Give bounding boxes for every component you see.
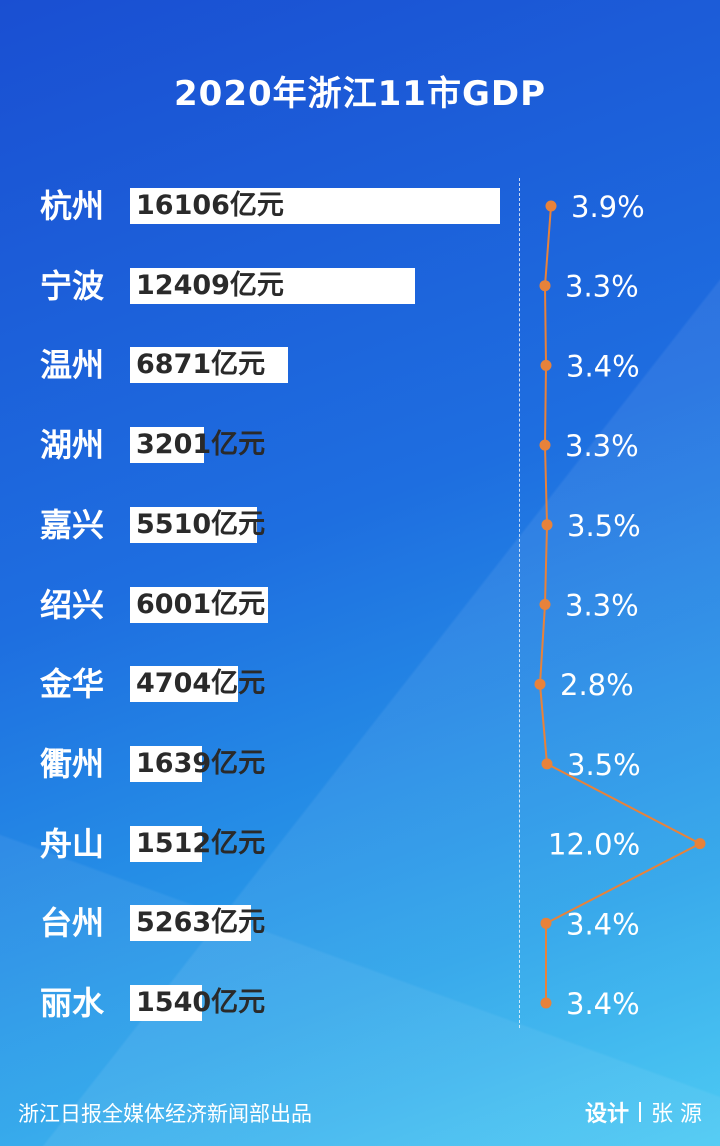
growth-point: [539, 439, 551, 451]
chart-title: 2020年浙江11市GDP: [174, 74, 546, 114]
design-label: 设计: [584, 1102, 629, 1127]
growth-value-label: 3.4%: [566, 907, 640, 941]
gdp-bar: [130, 188, 500, 224]
gdp-bar: [130, 825, 202, 862]
separator-bar: [639, 1102, 641, 1122]
city-label: 台州: [40, 904, 105, 943]
gdp-bar: [130, 586, 268, 623]
gdp-value-label: 16106亿元: [136, 190, 284, 221]
gdp-bar: [130, 905, 251, 942]
growth-point: [539, 599, 551, 610]
growth-value-label: 3.3%: [565, 429, 639, 463]
growth-point: [534, 678, 546, 690]
city-label: 衢州: [40, 744, 105, 783]
gdp-bar: [130, 347, 288, 384]
gdp-value-label: 6001亿元: [136, 588, 266, 620]
growth-point: [541, 519, 553, 531]
city-label: 温州: [40, 346, 105, 385]
growth-value-label: 3.3%: [565, 589, 639, 623]
city-label: 金华: [40, 665, 105, 704]
growth-point: [541, 758, 553, 770]
gdp-bar: [130, 666, 239, 703]
growth-point: [545, 200, 557, 212]
growth-point: [540, 359, 552, 371]
gdp-value-label: 1540亿元: [136, 987, 266, 1018]
growth-value-label: 3.3%: [565, 270, 639, 304]
growth-point: [539, 280, 551, 292]
gdp-bar: [130, 427, 204, 464]
city-label: 嘉兴: [40, 505, 105, 544]
growth-point: [540, 997, 552, 1009]
gdp-value-label: 1512亿元: [136, 827, 266, 859]
growth-value-label: 3.5%: [567, 509, 641, 543]
city-label: 宁波: [40, 266, 105, 305]
gdp-bar: [130, 506, 257, 543]
city-label: 舟山: [40, 824, 105, 863]
growth-value-label: 3.5%: [567, 748, 641, 782]
city-label: 杭州: [40, 187, 105, 225]
gdp-bar: [130, 985, 202, 1021]
city-label: 绍兴: [40, 585, 105, 624]
gdp-bar: [130, 745, 202, 782]
city-label: 湖州: [40, 426, 105, 465]
gdp-value-label: 1639亿元: [136, 747, 266, 779]
gdp-value-label: 5263亿元: [136, 907, 266, 939]
growth-value-label: 12.0%: [548, 828, 640, 862]
dashed-divider: [519, 178, 520, 1028]
growth-value-label: 3.4%: [566, 987, 640, 1021]
growth-point: [540, 917, 552, 929]
source-credit: 浙江日报全媒体经济新闻部出品: [18, 1102, 312, 1126]
growth-value-label: 3.9%: [571, 190, 645, 224]
gdp-value-label: 4704亿元: [136, 668, 266, 700]
gdp-value-label: 3201亿元: [136, 429, 266, 461]
city-label: 丽水: [40, 984, 105, 1022]
growth-value-label: 2.8%: [560, 668, 634, 702]
gdp-bar: [130, 267, 416, 304]
gdp-value-label: 5510亿元: [136, 508, 266, 540]
designer-credit: 设计 张 源: [585, 1096, 702, 1128]
growth-value-label: 3.4%: [566, 349, 640, 383]
designer-name: 张 源: [651, 1102, 702, 1127]
gdp-value-label: 6871亿元: [136, 349, 266, 381]
growth-point: [694, 838, 706, 850]
gdp-value-label: 12409亿元: [136, 269, 284, 301]
